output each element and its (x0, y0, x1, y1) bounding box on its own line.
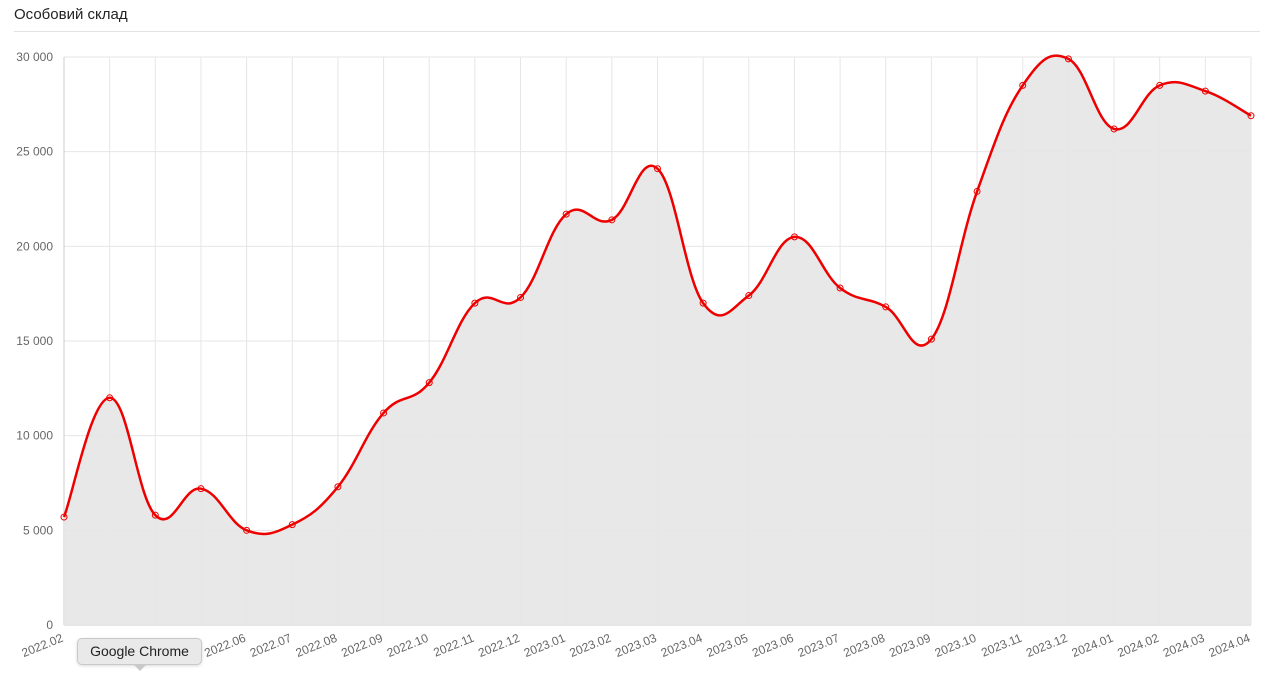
y-tick-label: 15 000 (16, 334, 53, 348)
point (471, 299, 479, 307)
x-tick-label: 2024.03 (1161, 631, 1207, 660)
point (334, 483, 342, 491)
x-tick-label: 2022.02 (20, 631, 66, 660)
x-tick-label: 2022.06 (202, 631, 248, 660)
x-tick-label: 2022.07 (248, 631, 294, 660)
y-tick-label: 30 000 (16, 50, 53, 64)
x-tick-label: 2024.01 (1070, 631, 1116, 660)
point (973, 187, 981, 195)
point (1201, 87, 1209, 95)
point (882, 303, 890, 311)
point (60, 513, 68, 521)
point (1156, 81, 1164, 89)
chart-title: Особовий склад (14, 6, 128, 23)
x-tick-label: 2022.11 (431, 631, 476, 660)
x-tick-label: 2023.12 (1024, 631, 1070, 660)
point (927, 335, 935, 343)
x-tick-label: 2023.06 (750, 631, 796, 660)
y-tick-label: 25 000 (16, 145, 53, 159)
x-tick-label: 2023.02 (567, 631, 613, 660)
x-tick-label: 2023.11 (979, 631, 1024, 660)
x-tick-label: 2023.05 (704, 631, 750, 660)
browser-tooltip: Google Chrome (77, 638, 202, 671)
point (745, 292, 753, 300)
y-tick-label: 10 000 (16, 429, 53, 443)
x-tick-label: 2023.10 (933, 631, 979, 660)
point (106, 394, 114, 402)
point (197, 485, 205, 493)
x-tick-label: 2023.09 (887, 631, 933, 660)
point (1019, 81, 1027, 89)
line (62, 54, 1252, 536)
x-tick-label: 2023.03 (613, 631, 659, 660)
point (562, 210, 570, 218)
x-tick-label: 2022.12 (476, 631, 522, 660)
x-tick-label: 2023.04 (659, 631, 705, 660)
point (425, 379, 433, 387)
x-tick-label: 2023.07 (796, 631, 842, 660)
point (243, 526, 251, 534)
point (654, 165, 661, 173)
point (1064, 55, 1072, 63)
x-tick-label: 2022.08 (294, 631, 340, 660)
area (64, 55, 1251, 625)
x-tick-label: 2022.10 (385, 631, 431, 660)
y-tick-label: 5 000 (23, 523, 53, 537)
point (608, 216, 616, 224)
x-tick-label: 2022.09 (339, 631, 385, 660)
point (151, 511, 159, 519)
y-tick-label: 20 000 (16, 239, 53, 253)
point (836, 284, 844, 292)
point (1247, 112, 1255, 120)
point (380, 409, 388, 417)
y-tick-label: 0 (46, 618, 53, 632)
point (288, 521, 296, 529)
x-tick-label: 2023.08 (841, 631, 887, 660)
x-tick-label: 2024.04 (1207, 631, 1253, 660)
point (699, 299, 707, 307)
point (517, 293, 525, 301)
point (1110, 125, 1118, 133)
x-tick-label: 2023.01 (522, 631, 568, 660)
x-tick-label: 2024.02 (1115, 631, 1161, 660)
point (790, 233, 798, 241)
